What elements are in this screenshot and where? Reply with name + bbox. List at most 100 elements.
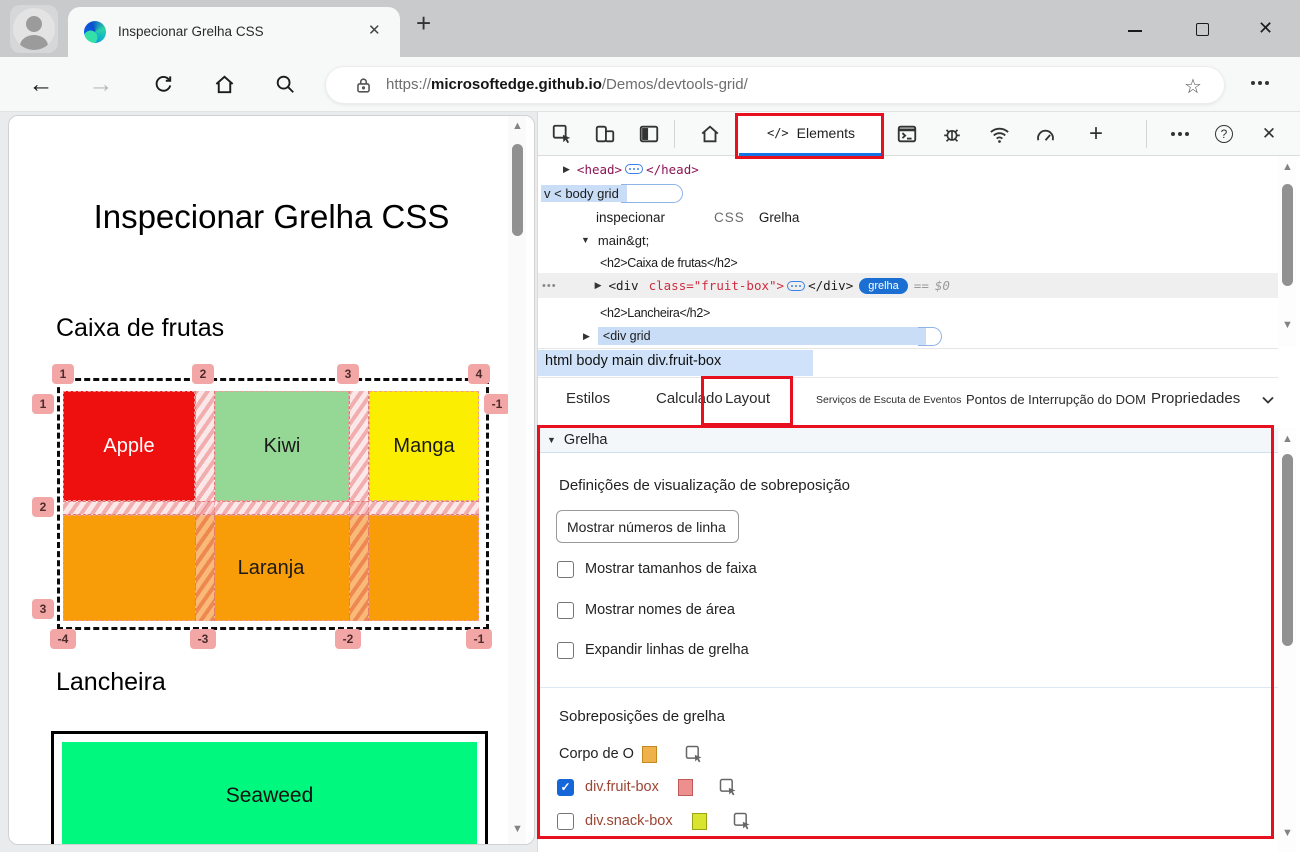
avatar	[13, 8, 55, 50]
tab-elements[interactable]: </> Elements	[739, 112, 883, 156]
scroll-down-icon[interactable]: ▼	[512, 823, 523, 835]
back-button[interactable]: ←	[28, 70, 54, 98]
scroll-down-icon[interactable]: ▼	[1282, 827, 1293, 839]
device-icon	[595, 125, 615, 143]
grid-gap-overlay	[63, 501, 479, 515]
dom-scrollbar-thumb[interactable]	[1282, 184, 1293, 286]
more-icon	[1258, 81, 1262, 85]
window-minimize-button[interactable]	[1128, 30, 1142, 32]
expand-icon[interactable]: ▶	[594, 280, 602, 290]
checkbox[interactable]	[557, 812, 574, 830]
tab-event-listeners[interactable]: Serviços de Escuta de Eventos	[816, 394, 962, 406]
performance-button[interactable]	[1033, 122, 1057, 146]
checkbox[interactable]	[557, 601, 574, 619]
scroll-up-icon[interactable]: ▲	[1282, 161, 1293, 173]
chevron-down-icon[interactable]	[1260, 392, 1276, 413]
devtools-menu-button[interactable]	[1168, 122, 1192, 146]
checkbox-row-area-names[interactable]: Mostrar nomes de área	[557, 600, 735, 620]
devtools-close-button[interactable]: ✕	[1257, 122, 1281, 146]
dom-node-main[interactable]: ▼ main&gt;	[581, 232, 650, 248]
layout-scrollbar-thumb[interactable]	[1282, 454, 1293, 646]
browser-tab[interactable]: Inspecionar Grelha CSS ✕	[68, 7, 400, 57]
expand-icon[interactable]: ▶	[583, 330, 590, 341]
refresh-button[interactable]	[150, 71, 176, 97]
grid-section-header[interactable]: ▼ Grelha	[538, 428, 1278, 453]
dom-node-h2-fruit[interactable]: <h2>Caixa de frutas</h2>	[600, 256, 738, 270]
grid-cell-manga: Manga	[369, 391, 479, 501]
checkbox-row-extend-lines[interactable]: Expandir linhas de grelha	[557, 640, 749, 660]
dock-panel-icon	[639, 125, 659, 143]
close-icon: ✕	[1261, 124, 1277, 143]
forward-button[interactable]: →	[88, 70, 114, 98]
grid-line-badge: 4	[468, 364, 490, 384]
line-numbers-select[interactable]: Mostrar números de linha	[556, 510, 739, 543]
grid-badge[interactable]: grelha	[859, 277, 908, 294]
dock-side-button[interactable]	[637, 122, 661, 146]
window-close-button[interactable]: ✕	[1258, 18, 1274, 38]
url-scheme: https://	[386, 76, 432, 93]
tab-title: Inspecionar Grelha CSS	[118, 24, 264, 39]
console-icon	[897, 125, 917, 143]
tab-dom-breakpoints[interactable]: Pontos de Interrupção do DOM	[966, 392, 1146, 407]
checkbox-checked[interactable]: ✓	[557, 778, 574, 796]
ellipsis-pill-icon[interactable]	[625, 164, 644, 174]
debug-button[interactable]	[940, 122, 964, 146]
tab-close-icon[interactable]: ✕	[368, 22, 381, 39]
favorite-star-icon[interactable]: ☆	[1184, 76, 1202, 98]
checkbox[interactable]	[557, 560, 574, 578]
devtools-home-button[interactable]	[698, 122, 722, 146]
dom-node-h1[interactable]: inspecionar CSS Grelha	[596, 209, 800, 225]
show-overlay-icon[interactable]	[684, 744, 704, 764]
grid-line-badge: -2	[335, 629, 361, 649]
search-button[interactable]	[272, 71, 298, 97]
dom-node-h2-snack[interactable]: <h2>Lancheira</h2>	[600, 306, 710, 320]
dom-node-body[interactable]: v < body grid	[541, 182, 683, 204]
window-maximize-button[interactable]	[1196, 23, 1209, 36]
dom-scrollbar[interactable]: ▲ ▼	[1278, 156, 1296, 347]
show-overlay-icon[interactable]	[718, 777, 738, 797]
profile-button[interactable]	[10, 5, 58, 53]
web-page: Inspecionar Grelha CSS Caixa de frutas A…	[8, 115, 535, 845]
overlay-color-swatch	[641, 745, 657, 763]
tab-propriedades[interactable]: Propriedades	[1151, 390, 1241, 407]
layout-scrollbar[interactable]: ▲ ▼	[1278, 428, 1296, 852]
tab-strip: Inspecionar Grelha CSS ✕ + ✕	[0, 0, 1300, 57]
tab-layout[interactable]: Layout	[725, 390, 771, 407]
scroll-up-icon[interactable]: ▲	[1282, 433, 1293, 445]
overlay-row-snack-box[interactable]: div.snack-box	[557, 811, 752, 831]
tab-estilos[interactable]: Estilos	[566, 390, 611, 407]
home-button[interactable]	[211, 71, 237, 97]
console-button[interactable]	[895, 122, 919, 146]
grid-line-badge: -3	[190, 629, 216, 649]
edge-logo-icon	[84, 21, 106, 43]
help-button[interactable]: ?	[1212, 122, 1236, 146]
expand-icon[interactable]: ▶	[563, 163, 570, 174]
search-icon	[276, 75, 294, 93]
home-icon	[701, 125, 719, 143]
dom-node-fruit-box-selected[interactable]: ••• ▶ <div class="fruit-box"> </div> gre…	[538, 273, 1278, 298]
tab-calculado[interactable]: Calculado	[656, 390, 723, 407]
ellipsis-pill-icon[interactable]	[787, 280, 806, 291]
dom-node-snack-div[interactable]: ▶ <div grid	[583, 325, 942, 347]
overlay-row-fruit-box[interactable]: ✓ div.fruit-box	[557, 777, 738, 797]
scroll-up-icon[interactable]: ▲	[512, 120, 523, 132]
dom-node-head[interactable]: ▶ <head> </head>	[563, 161, 699, 177]
checkbox-row-track-sizes[interactable]: Mostrar tamanhos de faixa	[557, 559, 757, 579]
row-more-icon[interactable]: •••	[542, 279, 557, 292]
page-scrollbar[interactable]: ▲ ▼	[508, 116, 526, 844]
show-overlay-icon[interactable]	[732, 811, 752, 831]
device-emulation-button[interactable]	[593, 122, 617, 146]
page-scrollbar-thumb[interactable]	[512, 144, 523, 236]
new-tab-button[interactable]: +	[416, 8, 432, 38]
add-tools-button[interactable]: +	[1088, 120, 1103, 147]
collapse-icon[interactable]: ▼	[581, 235, 590, 245]
inspect-element-button[interactable]	[550, 122, 574, 146]
checkbox[interactable]	[557, 641, 574, 659]
wifi-icon	[989, 127, 1009, 143]
browser-menu-button[interactable]	[1258, 81, 1262, 85]
url-bar[interactable]: https://microsoftedge.github.io/Demos/de…	[325, 66, 1225, 104]
scroll-down-icon[interactable]: ▼	[1282, 319, 1293, 331]
network-conditions-button[interactable]	[987, 122, 1011, 146]
collapse-icon: ▼	[547, 435, 556, 445]
lock-icon	[357, 78, 370, 93]
